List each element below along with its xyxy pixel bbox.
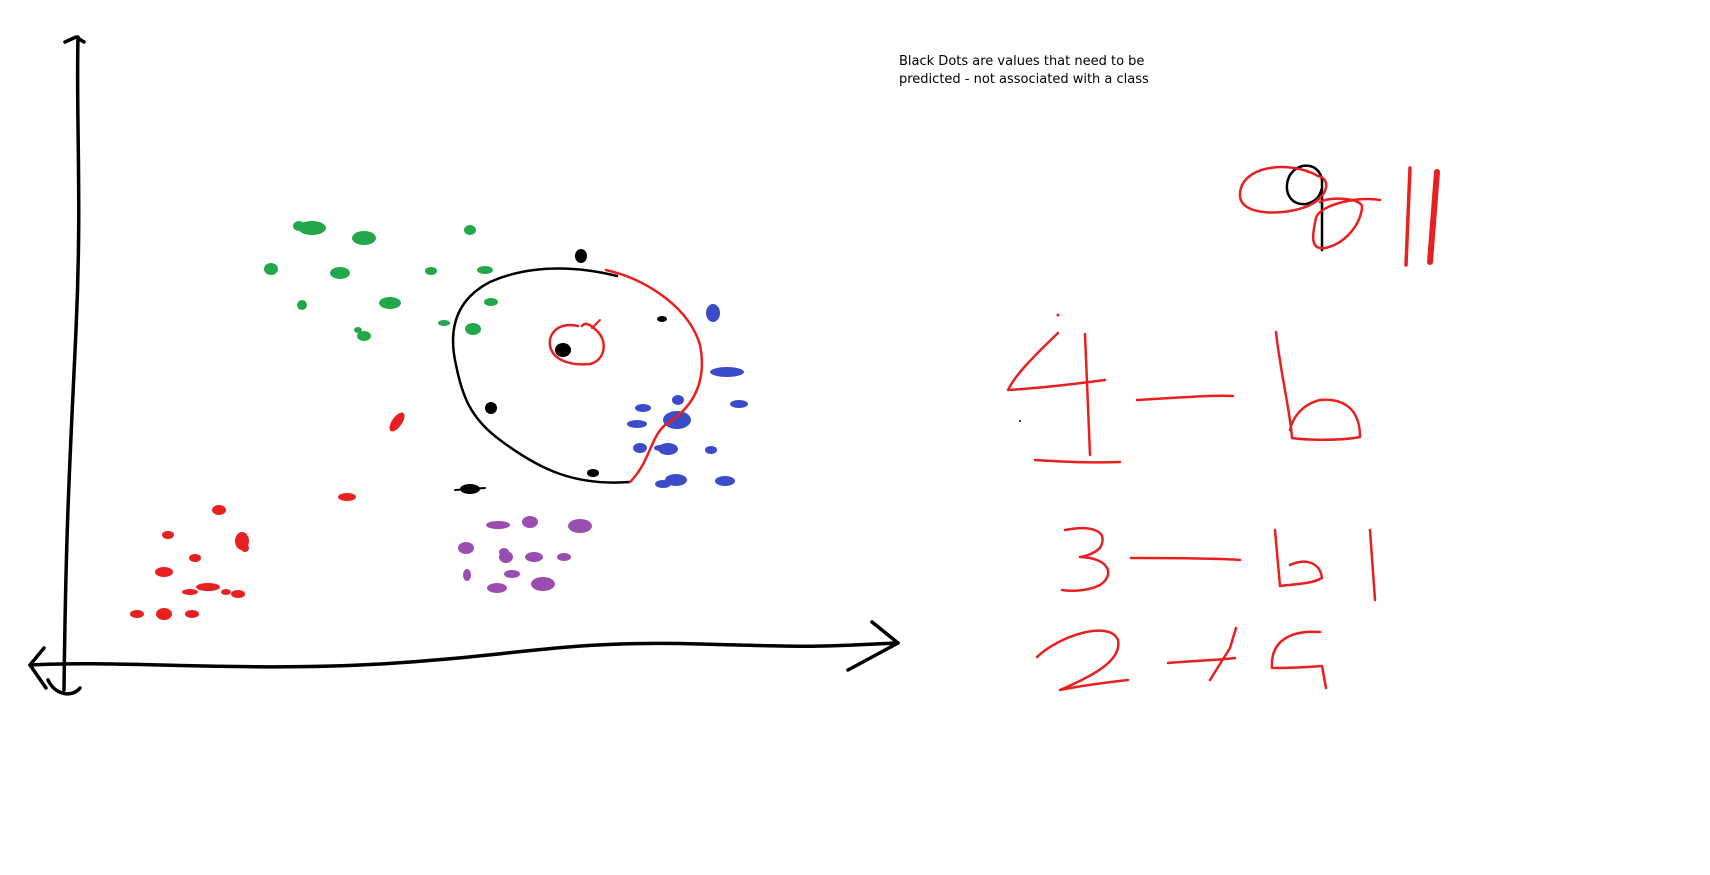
purple-point [525, 552, 543, 562]
blue-point [627, 420, 647, 428]
unclassified-point [587, 469, 599, 477]
glyph-4 [1006, 331, 1122, 464]
glyph-b [1274, 330, 1362, 441]
glyph-G [1270, 630, 1328, 690]
red-point [241, 544, 249, 552]
purple-point [487, 583, 507, 593]
unclassified-point [485, 402, 497, 414]
cluster-red [130, 412, 405, 620]
glyph-l [1368, 528, 1377, 602]
green-point [477, 266, 493, 274]
green-point [298, 221, 326, 235]
blue-point [635, 404, 651, 412]
green-point [293, 221, 305, 231]
red-point [182, 589, 198, 595]
red-point [231, 590, 245, 598]
red-point [130, 610, 144, 618]
y-axis-bottom-curl [46, 678, 82, 696]
glyph-arrow [1166, 626, 1238, 682]
blue-point [710, 367, 744, 377]
glyph-red-bar-1 [1404, 166, 1412, 267]
blue-point [715, 476, 735, 486]
glyph-red-bar-2 [1427, 169, 1440, 265]
purple-point [568, 519, 592, 533]
y-axis-arrowhead [63, 35, 86, 44]
green-point [464, 225, 476, 235]
glyph-b [1273, 528, 1324, 588]
neighbourhood-boundaries [451, 267, 704, 484]
green-point [379, 297, 401, 309]
green-point [425, 267, 437, 275]
speck [1019, 420, 1021, 422]
cluster-blue [627, 304, 748, 488]
blue-point [654, 445, 666, 451]
green-point [352, 231, 376, 245]
blue-point [663, 411, 691, 429]
unclassified-point [657, 316, 667, 322]
red-point [156, 608, 172, 620]
purple-point [557, 553, 571, 561]
green-point [438, 320, 450, 326]
x-axis-arrowhead [846, 620, 900, 672]
glyph-3 [1060, 526, 1110, 593]
glyph-2 [1035, 629, 1130, 692]
red-point [162, 531, 174, 539]
purple-point [504, 570, 520, 578]
handwriting-2-arrow-G [1035, 626, 1328, 692]
red-point [155, 567, 173, 577]
red-point [185, 610, 199, 618]
handwriting-4-b [1006, 330, 1362, 464]
red-inner-circle [548, 322, 605, 366]
origin-arrowhead [28, 646, 48, 690]
cluster-green [264, 221, 498, 341]
green-point [357, 331, 371, 341]
handwriting-q-equals-ll [1238, 164, 1440, 267]
red-point [212, 505, 226, 515]
purple-point [522, 516, 538, 528]
speck [1056, 313, 1060, 317]
unclassified-point [555, 343, 571, 357]
red-point [389, 412, 405, 432]
blue-point [655, 480, 671, 488]
purple-point [499, 548, 509, 556]
green-point [465, 323, 481, 335]
unclassified-point-tail [454, 487, 486, 491]
green-point [354, 327, 362, 333]
blue-point [633, 443, 647, 453]
green-point [330, 267, 350, 279]
purple-point [463, 569, 471, 581]
unclassified-point [575, 249, 587, 263]
purple-point [486, 521, 510, 529]
y-axis-line [62, 35, 81, 692]
blue-point [705, 446, 717, 454]
blue-point [730, 400, 748, 408]
axes [28, 35, 900, 696]
annotation-note: Black Dots are values that need to be pr… [899, 54, 1149, 87]
red-point [189, 554, 201, 562]
cluster-black-unclassified [454, 249, 667, 494]
green-point [264, 263, 278, 275]
glyph-q-black [1285, 164, 1324, 252]
x-axis-line [28, 641, 900, 669]
handwriting-3-bl [1060, 526, 1377, 602]
red-point [196, 583, 220, 591]
blue-point [706, 304, 720, 322]
cluster-purple [458, 516, 592, 593]
glyph-dash [1135, 394, 1235, 402]
red-neighbourhood-circle [604, 268, 704, 484]
blue-point [672, 395, 684, 405]
green-point [484, 298, 498, 306]
purple-point [531, 577, 555, 591]
glyph-red-loop-2 [1311, 197, 1382, 250]
stray-specks [1019, 313, 1060, 422]
purple-point [458, 542, 474, 554]
glyph-red-loop-1 [1238, 165, 1328, 214]
red-point [338, 493, 356, 501]
red-inner-circle-tick [591, 319, 601, 329]
green-point [297, 300, 307, 310]
red-point [221, 589, 231, 595]
black-neighbourhood-circle [451, 267, 632, 484]
glyph-dash [1129, 556, 1242, 562]
